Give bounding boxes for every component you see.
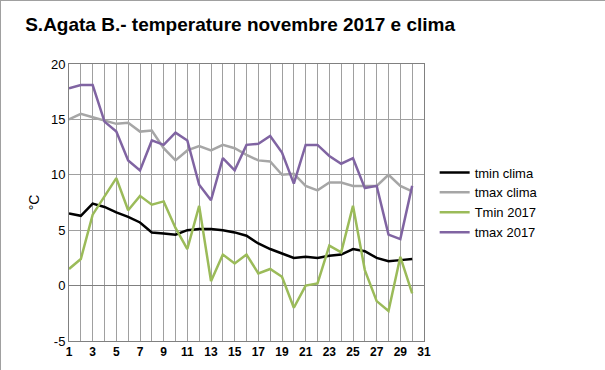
svg-text:15: 15 — [228, 345, 242, 359]
svg-text:23: 23 — [323, 345, 337, 359]
svg-text:-5: -5 — [54, 334, 66, 349]
svg-text:29: 29 — [394, 345, 408, 359]
svg-text:tmin clima: tmin clima — [475, 166, 534, 181]
svg-text:15: 15 — [51, 112, 65, 127]
svg-text:13: 13 — [204, 345, 218, 359]
svg-text:21: 21 — [299, 345, 313, 359]
svg-text:17: 17 — [252, 345, 266, 359]
svg-text:20: 20 — [51, 57, 65, 72]
svg-text:3: 3 — [89, 345, 96, 359]
svg-text:1: 1 — [66, 345, 73, 359]
svg-text:S.Agata B.- temperature novemb: S.Agata B.- temperature novembre 2017 e … — [25, 14, 455, 35]
svg-text:19: 19 — [275, 345, 289, 359]
svg-text:tmax 2017: tmax 2017 — [475, 225, 536, 240]
svg-text:27: 27 — [370, 345, 384, 359]
svg-text:10: 10 — [51, 167, 65, 182]
svg-text:7: 7 — [137, 345, 144, 359]
svg-text:°C: °C — [26, 195, 42, 211]
svg-text:tmax clima: tmax clima — [475, 185, 538, 200]
svg-text:0: 0 — [58, 278, 65, 293]
svg-text:5: 5 — [58, 223, 65, 238]
svg-text:11: 11 — [181, 345, 194, 359]
svg-text:Tmin 2017: Tmin 2017 — [475, 205, 536, 220]
svg-text:9: 9 — [160, 345, 167, 359]
svg-text:31: 31 — [417, 345, 431, 359]
svg-text:25: 25 — [346, 345, 360, 359]
svg-text:5: 5 — [113, 345, 120, 359]
